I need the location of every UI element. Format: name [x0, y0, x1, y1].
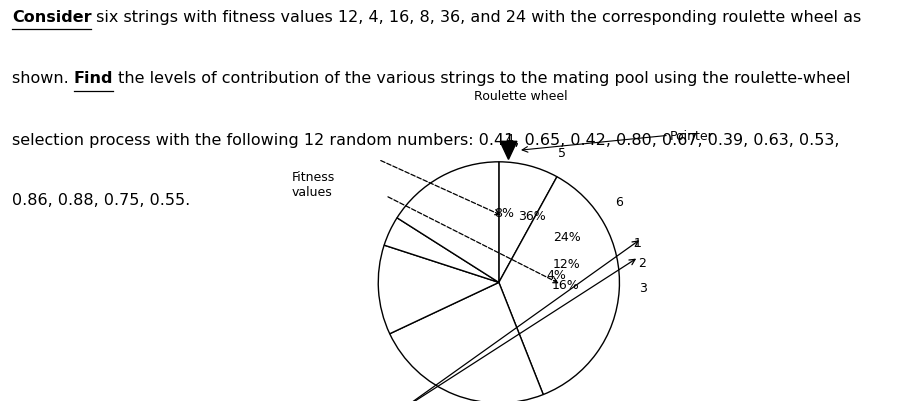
- Text: Roulette wheel: Roulette wheel: [473, 90, 568, 103]
- Text: 4%: 4%: [546, 268, 566, 281]
- Wedge shape: [385, 218, 499, 283]
- Text: 2: 2: [639, 256, 646, 269]
- Text: Consider: Consider: [12, 10, 92, 24]
- Wedge shape: [397, 162, 499, 283]
- Text: 4: 4: [505, 132, 512, 145]
- Text: the levels of contribution of the various strings to the mating pool using the r: the levels of contribution of the variou…: [113, 71, 851, 86]
- Wedge shape: [499, 162, 557, 283]
- Text: Fitness
values: Fitness values: [291, 170, 335, 198]
- Text: 0.86, 0.88, 0.75, 0.55.: 0.86, 0.88, 0.75, 0.55.: [12, 192, 190, 207]
- Text: 1: 1: [634, 237, 642, 249]
- Text: Pointer: Pointer: [670, 130, 714, 142]
- Text: shown.: shown.: [12, 71, 73, 86]
- Text: 12%: 12%: [552, 257, 580, 270]
- Text: 36%: 36%: [518, 209, 545, 222]
- Text: 3: 3: [639, 281, 648, 294]
- Polygon shape: [500, 142, 517, 160]
- Text: 5: 5: [559, 146, 566, 160]
- Text: 24%: 24%: [553, 231, 580, 243]
- Text: 6: 6: [615, 196, 623, 209]
- Wedge shape: [378, 245, 499, 334]
- Text: selection process with the following 12 random numbers: 0.41, 0.65, 0.42, 0.80, : selection process with the following 12 …: [12, 133, 839, 148]
- Text: Find: Find: [73, 71, 113, 86]
- Text: six strings with fitness values 12, 4, 16, 8, 36, and 24 with the corresponding : six strings with fitness values 12, 4, 1…: [92, 10, 862, 24]
- Wedge shape: [499, 177, 619, 395]
- Wedge shape: [390, 283, 543, 401]
- Text: 16%: 16%: [551, 279, 579, 292]
- Text: 8%: 8%: [493, 207, 513, 220]
